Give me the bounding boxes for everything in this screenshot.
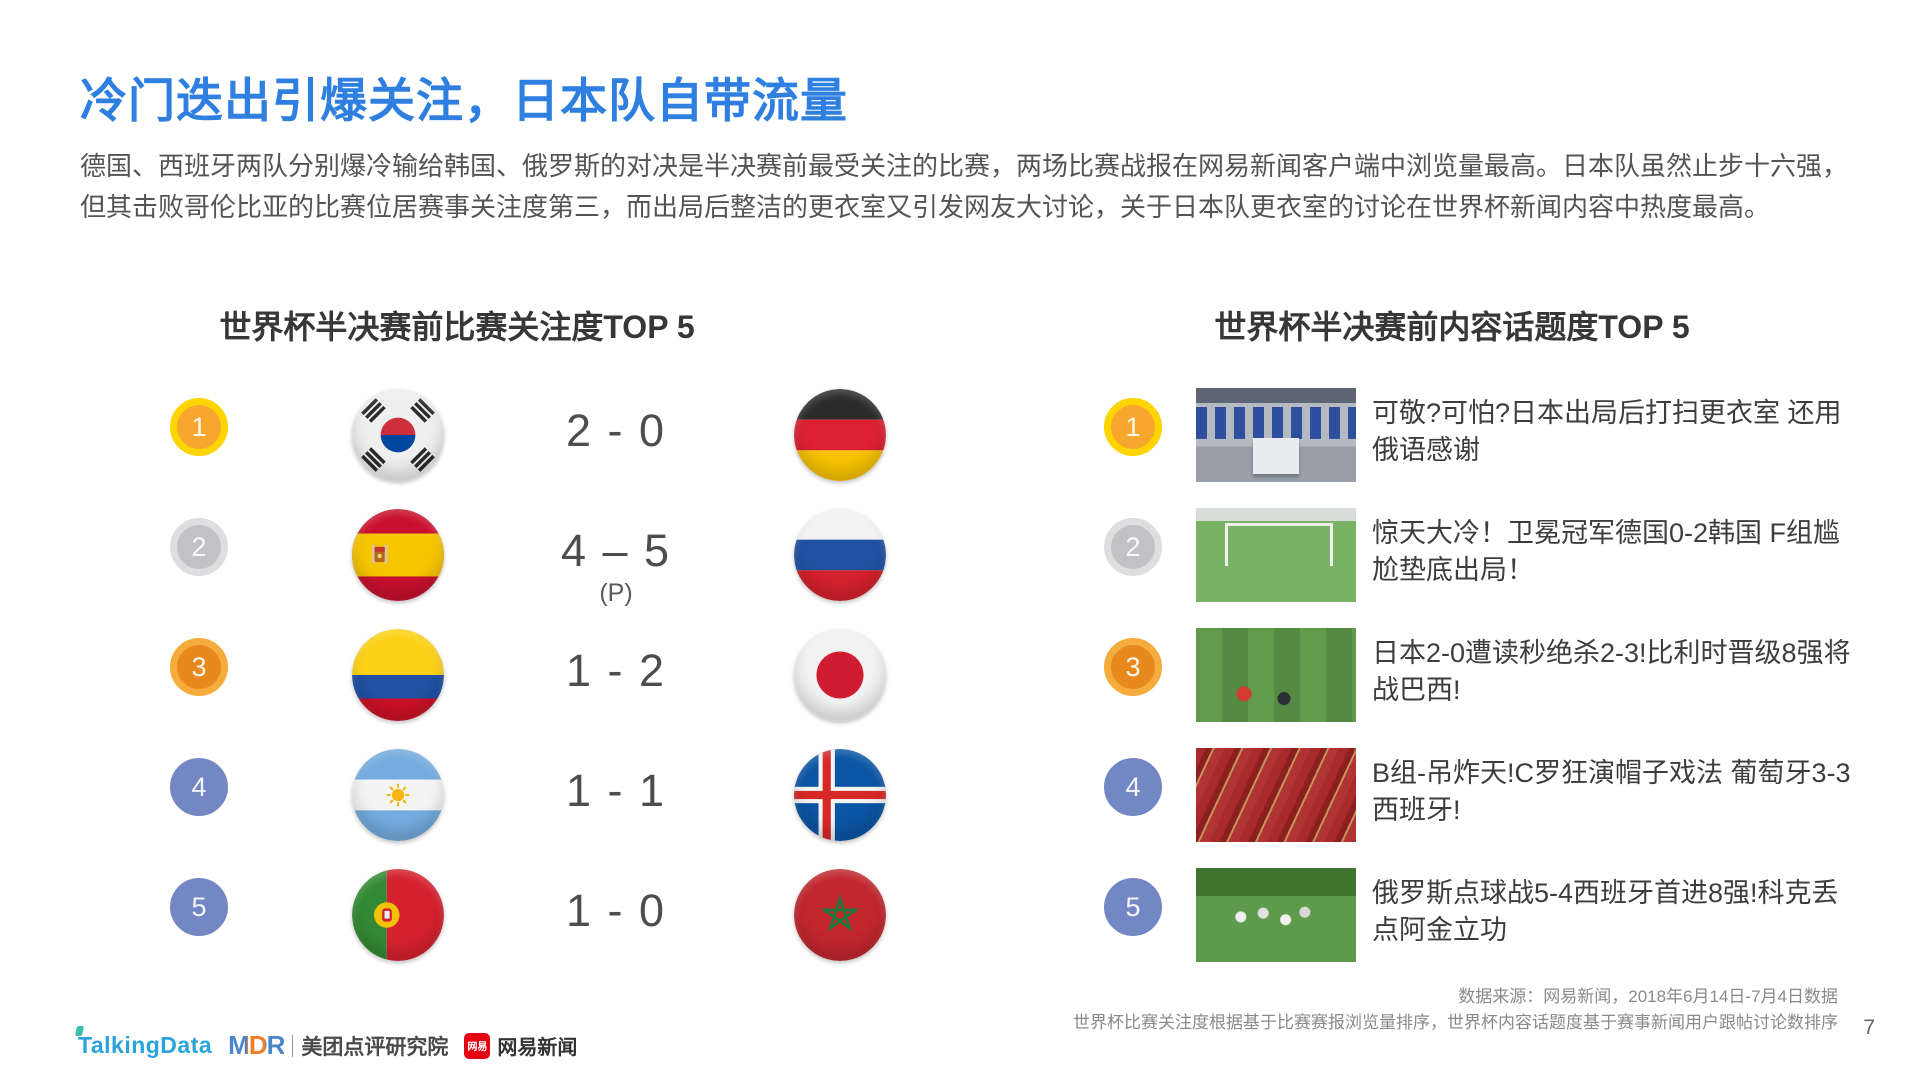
article-headline: 可敬?可怕?日本出局后打扫更衣室 还用俄语感谢 <box>1372 398 1842 465</box>
iceland-flag-icon <box>794 749 886 841</box>
talkingdata-logo: TalkingData <box>78 1032 213 1058</box>
rank-5-badge: 5 <box>170 878 228 936</box>
spain-flag-icon <box>352 509 444 601</box>
rank-number: 2 <box>1125 531 1141 562</box>
page-number: 7 <box>1863 1016 1875 1039</box>
russia-flag-icon <box>794 509 886 601</box>
match-row: 3 1 - 2 <box>0 620 1921 730</box>
right-section-title: 世界杯半决赛前内容话题度TOP 5 <box>1214 309 1690 345</box>
topic-row: 4 B组-吊炸天!C罗狂演帽子戏法 葡萄牙3-3西班牙! <box>0 740 1921 850</box>
data-source-note: 数据来源：网易新闻，2018年6月14日-7月4日数据 世界杯比赛关注度根据基于… <box>1073 984 1838 1036</box>
left-section-title: 世界杯半决赛前比赛关注度TOP 5 <box>219 309 695 345</box>
article-thumbnail <box>1196 508 1356 602</box>
rank-number: 1 <box>191 411 207 442</box>
rank-number: 4 <box>1125 771 1141 802</box>
article-thumbnail <box>1196 868 1356 962</box>
match-score: 4 – 5 <box>560 525 672 576</box>
rank-number: 4 <box>191 771 207 802</box>
rank-5-badge: 5 <box>1104 878 1162 936</box>
score-box: 1 - 1 <box>516 740 716 850</box>
article-thumbnail <box>1196 388 1356 482</box>
score-box: 1 - 0 <box>516 860 716 970</box>
rank-number: 2 <box>191 531 207 562</box>
intro-paragraph: 德国、西班牙两队分别爆冷输给韩国、俄罗斯的对决是半决赛前最受关注的比赛，两场比赛… <box>80 151 1849 222</box>
rank-number: 3 <box>1125 651 1141 682</box>
logo-divider <box>292 1034 294 1057</box>
rank-3-medal-icon: 3 <box>1104 638 1162 696</box>
rank-2-medal-icon: 2 <box>1104 518 1162 576</box>
match-score: 1 - 2 <box>565 645 667 696</box>
rank-number: 5 <box>1125 891 1141 922</box>
article-thumbnail <box>1196 628 1356 722</box>
rank-2-medal-icon: 2 <box>170 518 228 576</box>
score-box: 2 - 0 <box>516 380 716 490</box>
rank-4-badge: 4 <box>170 758 228 816</box>
rank-3-medal-icon: 3 <box>170 638 228 696</box>
netease-news-logo: 网易 网易新闻 <box>464 1031 577 1060</box>
morocco-flag-icon <box>794 869 886 961</box>
match-row: 5 1 - 0 <box>0 860 1921 970</box>
article-headline: 日本2-0遭读秒绝杀2-3!比利时晋级8强将战巴西! <box>1372 638 1851 705</box>
source-line-1: 数据来源：网易新闻，2018年6月14日-7月4日数据 <box>1458 987 1838 1006</box>
topic-row: 1 可敬?可怕?日本出局后打扫更衣室 还用俄语感谢 <box>0 380 1921 490</box>
match-score: 2 - 0 <box>565 405 667 456</box>
rank-number: 3 <box>191 651 207 682</box>
match-row: 2 4 – 5 (P) <box>0 500 1921 610</box>
match-row: 4 1 - 1 <box>0 740 1921 850</box>
article-headline: 惊天大冷！卫冕冠军德国0-2韩国 F组尴尬垫底出局！ <box>1372 518 1841 585</box>
page-title: 冷门迭出引爆关注，日本队自带流量 <box>80 74 848 127</box>
rank-4-badge: 4 <box>1104 758 1162 816</box>
mdr-logo-icon: MDR <box>228 1030 285 1060</box>
rank-number: 5 <box>191 891 207 922</box>
rank-number: 1 <box>1125 411 1141 442</box>
topic-row: 2 惊天大冷！卫冕冠军德国0-2韩国 F组尴尬垫底出局！ <box>0 500 1921 610</box>
south-korea-flag-icon <box>352 389 444 481</box>
footer-logos: TalkingData MDR 美团点评研究院 网易 网易新闻 <box>78 1030 577 1061</box>
meituan-dianping-logo: MDR 美团点评研究院 <box>228 1030 448 1061</box>
japan-flag-icon <box>794 629 886 721</box>
netease-badge-icon: 网易 <box>464 1032 491 1059</box>
meituan-research-label: 美团点评研究院 <box>301 1035 449 1059</box>
topic-row: 5 俄罗斯点球战5-4西班牙首进8强!科克丢点阿金立功 <box>0 860 1921 970</box>
topic-row: 3 日本2-0遭读秒绝杀2-3!比利时晋级8强将战巴西! <box>0 620 1921 730</box>
rank-1-medal-icon: 1 <box>170 398 228 456</box>
match-score: 1 - 0 <box>565 885 667 936</box>
match-score: 1 - 1 <box>565 765 667 816</box>
score-box: 1 - 2 <box>516 620 716 730</box>
penalty-note: (P) <box>599 579 633 607</box>
article-headline: 俄罗斯点球战5-4西班牙首进8强!科克丢点阿金立功 <box>1372 878 1839 945</box>
score-box: 4 – 5 (P) <box>516 500 716 610</box>
netease-news-label: 网易新闻 <box>497 1037 578 1059</box>
match-row: 1 2 - 0 <box>0 380 1921 490</box>
article-thumbnail <box>1196 748 1356 842</box>
source-line-2: 世界杯比赛关注度根据基于比赛赛报浏览量排序，世界杯内容话题度基于赛事新闻用户跟帖… <box>1073 1013 1838 1032</box>
rank-1-medal-icon: 1 <box>1104 398 1162 456</box>
article-headline: B组-吊炸天!C罗狂演帽子戏法 葡萄牙3-3西班牙! <box>1372 758 1851 825</box>
